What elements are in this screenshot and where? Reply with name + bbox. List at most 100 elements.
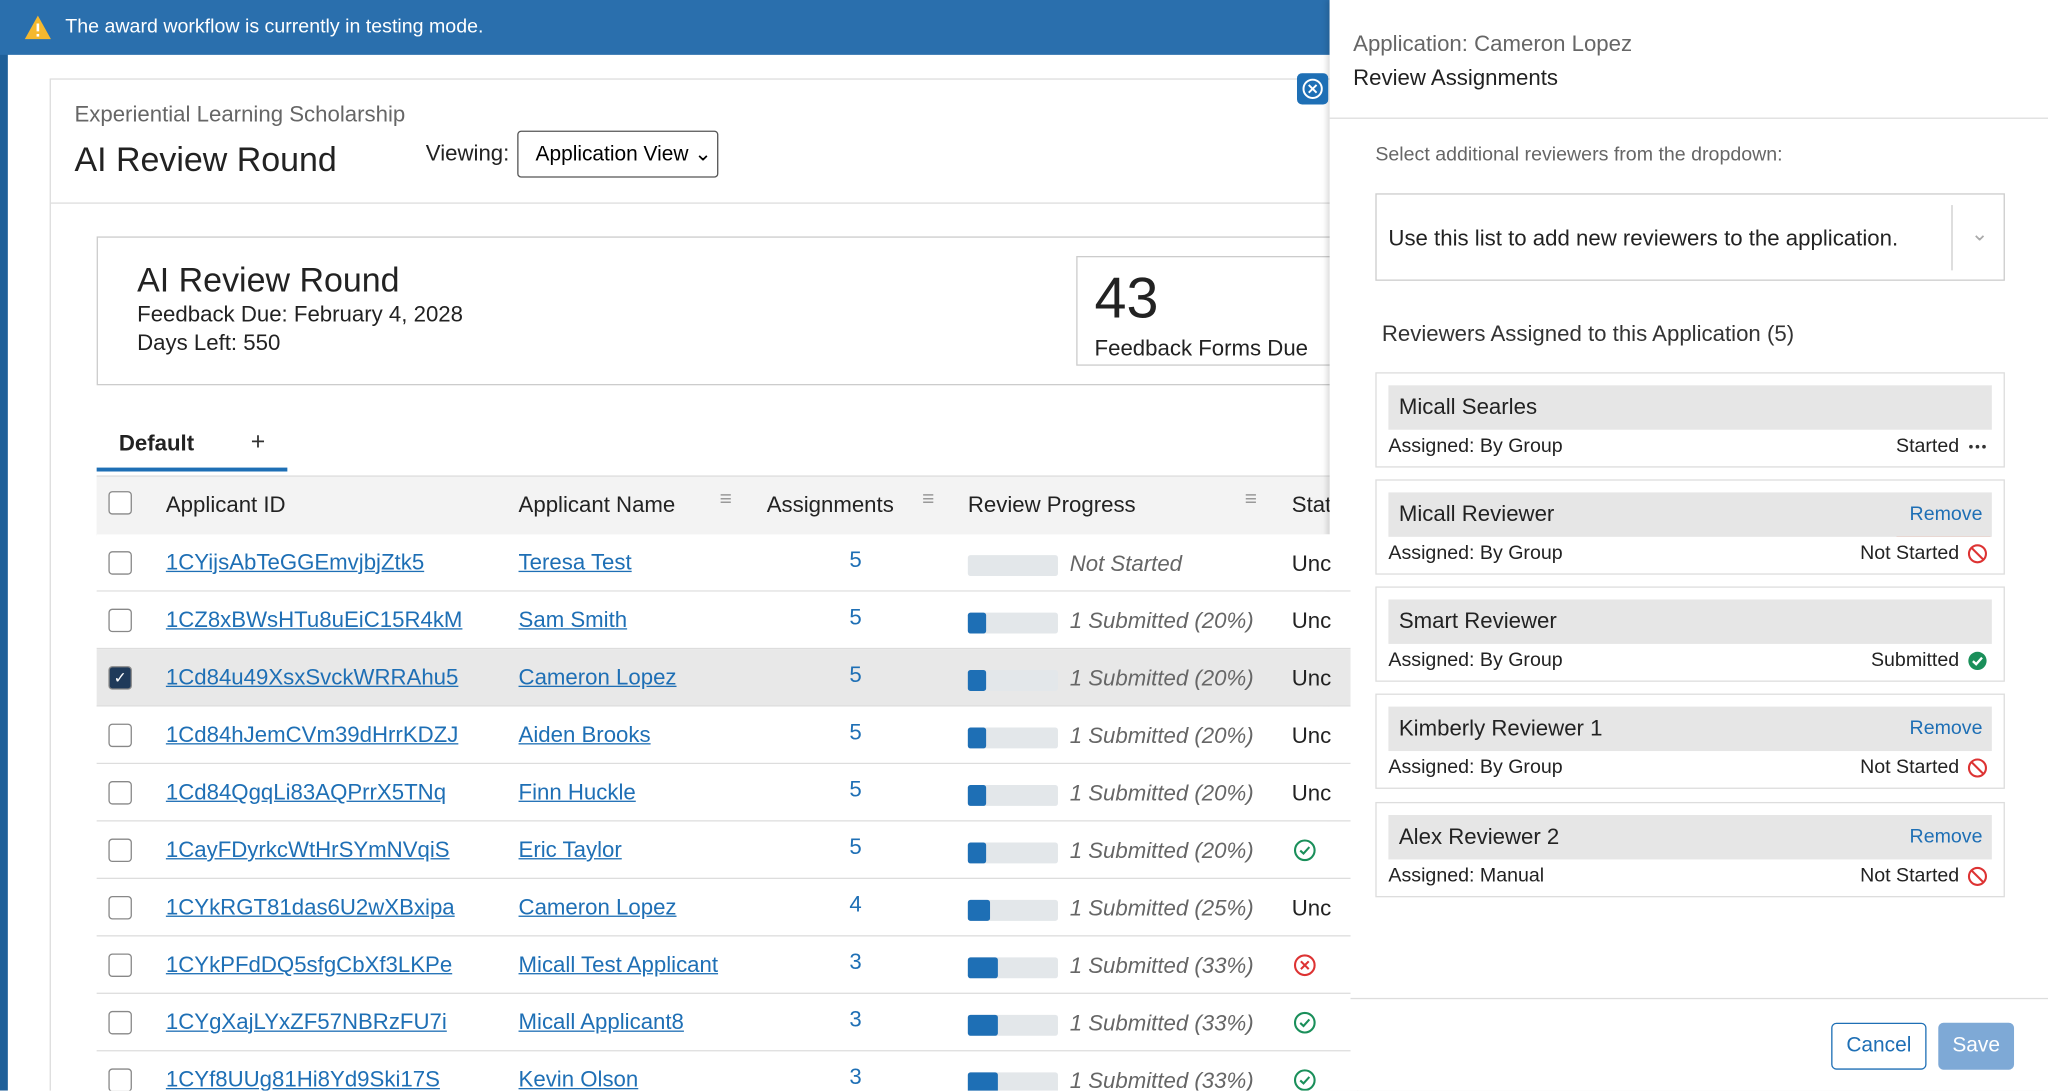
filter-icon[interactable]: ≡ bbox=[719, 488, 732, 511]
reviewer-name: Smart Reviewer bbox=[1398, 608, 1557, 634]
reviewer-name-bar bbox=[1388, 385, 1992, 430]
assigned-by: Assigned: Manual bbox=[1388, 864, 1545, 887]
status-icon bbox=[1293, 953, 1316, 977]
applicant-id[interactable]: 1CYkRGT81das6U2wXBxipa bbox=[165, 894, 455, 920]
filter-icon[interactable]: ≡ bbox=[1244, 488, 1257, 511]
row-checkbox[interactable] bbox=[108, 838, 132, 863]
applicant-id[interactable]: 1CayFDyrkcWtHrSYmNVqiS bbox=[165, 837, 450, 863]
table-row bbox=[96, 879, 1351, 937]
reviewer-dropdown[interactable]: Use this list to add new reviewers to th… bbox=[1375, 193, 2005, 281]
reviewer-status: Submitted bbox=[1870, 649, 1960, 672]
applicant-name[interactable]: Aiden Brooks bbox=[518, 722, 651, 748]
table-row bbox=[96, 591, 1351, 650]
divider bbox=[50, 202, 1358, 204]
assignments[interactable]: 3 bbox=[849, 1007, 862, 1032]
applicant-name[interactable]: Sam Smith bbox=[518, 607, 628, 633]
assignments[interactable]: 3 bbox=[849, 949, 862, 975]
tab[interactable]: Default bbox=[118, 431, 195, 456]
table-row bbox=[96, 534, 1351, 592]
table-row bbox=[96, 764, 1351, 822]
applicant-id[interactable]: 1CYijsAbTeGGEmvjbjZtk5 bbox=[165, 549, 425, 575]
row-checkbox[interactable] bbox=[108, 953, 132, 977]
progress-bar bbox=[967, 842, 986, 864]
program-name: Experiential Learning Scholarship bbox=[74, 101, 406, 127]
row-checkbox[interactable]: ✓ bbox=[108, 666, 132, 690]
applicant-id[interactable]: 1CYgXajLYxZF57NBRzFU7i bbox=[165, 1009, 447, 1035]
status: Unc bbox=[1291, 723, 1332, 749]
progress-label: 1 Submitted (33%) bbox=[1069, 1068, 1254, 1091]
progress-label: 1 Submitted (20%) bbox=[1069, 608, 1254, 634]
progress-label: 1 Submitted (33%) bbox=[1069, 1010, 1254, 1036]
reviewer-card bbox=[1375, 586, 2005, 682]
applicant-name[interactable]: Cameron Lopez bbox=[518, 664, 677, 690]
row-checkbox[interactable] bbox=[108, 551, 132, 575]
applicant-name[interactable]: Micall Test Applicant bbox=[518, 952, 719, 977]
applicant-id[interactable]: 1CZ8xBWsHTu8uEiC15R4kM bbox=[165, 607, 463, 633]
select-all[interactable] bbox=[108, 491, 132, 515]
progress-bar bbox=[967, 784, 986, 806]
applicant-name[interactable]: Cameron Lopez bbox=[518, 894, 677, 920]
panel-title: Review Assignments bbox=[1353, 65, 1558, 91]
progress-label: 1 Submitted (20%) bbox=[1069, 838, 1254, 864]
close-button[interactable] bbox=[1296, 73, 1329, 105]
reviewer-name: Kimberly Reviewer 1 bbox=[1398, 715, 1603, 741]
assignments[interactable]: 5 bbox=[849, 719, 862, 745]
reviewer-name-bar bbox=[1388, 815, 1992, 860]
assigned-by: Assigned: By Group bbox=[1388, 542, 1563, 565]
applicant-name[interactable]: Teresa Test bbox=[518, 549, 632, 575]
assignments[interactable]: 5 bbox=[849, 604, 862, 630]
chevron: ⌄ bbox=[1970, 223, 1989, 246]
remove-link[interactable]: Remove bbox=[1909, 717, 1983, 740]
row-checkbox[interactable] bbox=[108, 723, 132, 748]
assigned-by: Assigned: By Group bbox=[1388, 649, 1563, 672]
reviewer-name: Micall Reviewer bbox=[1398, 501, 1555, 527]
save-button[interactable]: Save bbox=[1938, 1022, 2015, 1070]
row-checkbox[interactable] bbox=[108, 1010, 132, 1035]
applicant-name[interactable]: Finn Huckle bbox=[518, 779, 636, 805]
reviewer-name-bar bbox=[1388, 492, 1992, 537]
applicant-id[interactable]: 1Cd84QgqLi83AQPrrX5TNq bbox=[165, 779, 447, 805]
reviewer-status: Started bbox=[1895, 434, 1960, 458]
view-select[interactable]: Application View ⌄ bbox=[517, 130, 719, 178]
divider bbox=[1329, 117, 2048, 119]
applicant-id[interactable]: 1CYkPFdDQ5sfgCbXf3LKPe bbox=[165, 952, 453, 977]
applicant-id[interactable]: 1Cd84u49XsxSvckWRRAhu5 bbox=[165, 664, 459, 690]
progress-track bbox=[967, 784, 1058, 806]
reviewer-name-bar bbox=[1388, 706, 1992, 752]
applicant-name[interactable]: Micall Applicant8 bbox=[518, 1009, 684, 1035]
progress-bar bbox=[967, 899, 991, 921]
applicant-name[interactable]: Eric Taylor bbox=[518, 837, 622, 863]
cancel-button[interactable]: Cancel bbox=[1831, 1022, 1927, 1070]
warning-icon bbox=[24, 15, 51, 40]
applicant-id[interactable]: 1CYf8UUg81Hi8Yd9Ski17S bbox=[165, 1067, 440, 1091]
column-header: Review Progress bbox=[967, 492, 1136, 518]
assignments[interactable]: 5 bbox=[849, 834, 862, 860]
remove-link[interactable]: Remove bbox=[1909, 502, 1983, 526]
side-panel bbox=[1329, 0, 2048, 1091]
status-icon bbox=[1967, 758, 1988, 779]
applicant-name[interactable]: Kevin Olson bbox=[518, 1067, 639, 1091]
progress-bar bbox=[967, 957, 998, 979]
assignments[interactable]: 5 bbox=[849, 662, 862, 688]
reviewer-status: Not Started bbox=[1860, 542, 1960, 565]
filter-icon[interactable]: ≡ bbox=[922, 488, 935, 511]
table-row bbox=[96, 649, 1351, 707]
assignments[interactable]: 4 bbox=[849, 892, 862, 917]
applicant-id[interactable]: 1Cd84hJemCVm39dHrrKDZJ bbox=[165, 722, 459, 748]
assignments[interactable]: 5 bbox=[849, 777, 862, 802]
status-icon bbox=[1293, 1068, 1316, 1091]
assignments[interactable]: 3 bbox=[849, 1064, 862, 1090]
progress-track bbox=[967, 555, 1058, 576]
reviewer-card bbox=[1375, 693, 2005, 789]
row-checkbox[interactable] bbox=[108, 608, 132, 633]
row-checkbox[interactable] bbox=[108, 781, 132, 805]
remove-link[interactable]: Remove bbox=[1909, 825, 1983, 848]
progress-track bbox=[967, 899, 1058, 921]
status: Unc bbox=[1291, 608, 1332, 634]
assignments[interactable]: 5 bbox=[849, 547, 862, 573]
progress-track bbox=[967, 670, 1058, 691]
add-tab[interactable]: + bbox=[250, 428, 266, 456]
banner-text: The award workflow is currently in testi… bbox=[65, 15, 484, 38]
row-checkbox[interactable] bbox=[108, 1068, 132, 1091]
row-checkbox[interactable] bbox=[108, 895, 132, 920]
